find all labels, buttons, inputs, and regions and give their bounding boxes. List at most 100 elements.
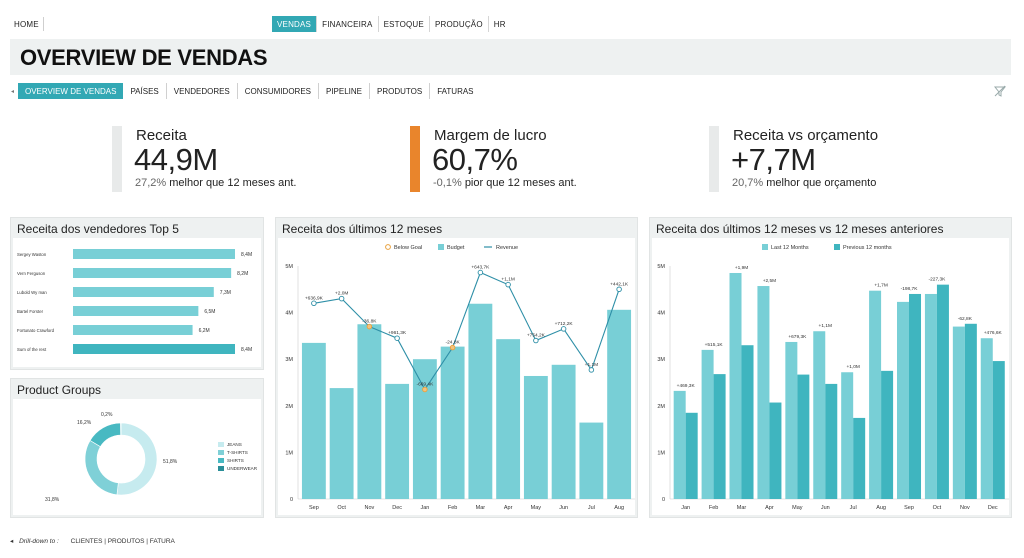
bar <box>73 268 232 278</box>
nav-item-financeira[interactable]: FINANCEIRA <box>317 16 379 32</box>
line-point <box>588 367 595 373</box>
nav-divider <box>43 17 44 31</box>
nav-item-estoque[interactable]: ESTOQUE <box>379 16 430 32</box>
data-label: +2,5M <box>763 278 776 284</box>
kpi-label: Receita <box>136 127 187 144</box>
drilldown-links[interactable]: CLIENTES | PRODUTOS | FATURA <box>70 538 175 545</box>
data-label: +1,9M <box>735 265 748 271</box>
legend-swatch <box>218 458 224 463</box>
bar-last-12-months <box>813 331 826 499</box>
bar-budget <box>357 324 382 499</box>
top-navigation: HOME VENDAS FINANCEIRA ESTOQUE PRODUÇÃO HR <box>0 16 1024 34</box>
panel-top5-sellers: Receita dos vendedores Top 5 Sergey Wast… <box>10 217 264 370</box>
x-tick-label: Mar <box>476 505 486 511</box>
bar-category-label: Fortunato Crawford <box>17 328 55 333</box>
tab-faturas[interactable]: FATURAS <box>437 87 474 96</box>
bar-last-12-months <box>897 301 910 499</box>
x-tick-label: Aug <box>614 505 624 511</box>
tab-países[interactable]: PAÍSES <box>123 83 167 99</box>
kpi-delta-text: melhor que 12 meses ant. <box>169 177 297 189</box>
kpi-note: 27,2% melhor que 12 meses ant. <box>135 177 296 189</box>
data-label: +469,3K <box>677 383 696 389</box>
y-tick-label: 5M <box>657 264 665 270</box>
panel-title: Receita dos últimos 12 meses <box>282 222 443 236</box>
panel-body: 0 1M 2M 3M 4M 5M Last 12 Months Previous 12 mon… <box>652 238 1009 515</box>
y-tick-label: 3M <box>285 357 293 363</box>
legend-label: UNDERWEAR <box>227 466 258 471</box>
bar-budget <box>329 388 354 499</box>
kpi-value: +7,7M <box>731 142 816 177</box>
kpi-revenue-vs-budget[interactable]: Receita vs orçamento +7,7M 20,7% melhor … <box>709 126 989 192</box>
sub-tabs: OVERVIEW DE VENDAS PAÍSES VENDEDORES CONSUM… <box>18 83 481 99</box>
bar-last-12-months <box>757 286 770 499</box>
drilldown-label: Drill-down to : <box>19 538 59 545</box>
bar-last-12-months <box>980 338 993 499</box>
bar-budget <box>579 422 604 499</box>
bar-budget <box>412 359 437 499</box>
data-label: +754,2K <box>527 333 546 339</box>
slice-label: 0,2% <box>101 412 113 418</box>
bar-previous-12-months <box>769 402 782 499</box>
nav-item-vendas[interactable]: VENDAS <box>272 16 318 32</box>
bar-category-label: Sum of the rest <box>17 347 47 352</box>
bar-previous-12-months <box>909 293 922 499</box>
slice-label: 51,8% <box>163 459 178 465</box>
y-tick-label: 0 <box>290 497 293 503</box>
line-point <box>505 281 511 288</box>
chart-last-12-months: 0 1M 2M 3M 4M 5M Below Goal Budget Revenue Sep Oct… <box>285 244 635 511</box>
data-label: +679,3K <box>788 334 807 340</box>
tab-consumidores[interactable]: CONSUMIDORES <box>238 83 319 99</box>
line-point <box>311 300 317 307</box>
bar-last-12-months <box>841 372 854 499</box>
data-label: -24,8K <box>446 340 461 346</box>
legend-label: JEANS <box>227 442 242 447</box>
x-tick-label: Nov <box>960 505 970 511</box>
pie-slice <box>84 440 119 496</box>
legend-label: SHIRTS <box>227 458 244 463</box>
data-label: +2,0M <box>335 291 348 297</box>
no-filter-icon[interactable] <box>993 84 1007 98</box>
x-tick-label: Jul <box>588 505 595 511</box>
x-tick-label: Sep <box>904 505 914 511</box>
nav-item-hr[interactable]: HR <box>493 20 506 29</box>
kpi-delta-text: pior que 12 meses ant. <box>464 177 577 189</box>
chart-product-groups: 51,8% 31,8% 16,2% 0,2% JEANS T-SHIRTS SHIRTS UN… <box>45 412 258 503</box>
data-label: +442,1K <box>610 281 629 287</box>
slice-label: 16,2% <box>77 420 92 426</box>
legend-swatch-budget <box>438 244 444 250</box>
bar-previous-12-months <box>964 323 977 499</box>
data-label: -36,8K <box>362 319 377 325</box>
tab-produtos[interactable]: PRODUTOS <box>370 83 431 99</box>
nav-item-produção[interactable]: PRODUÇÃO <box>430 16 489 32</box>
tab-vendedores[interactable]: VENDEDORES <box>167 83 238 99</box>
kpi-note: -0,1% pior que 12 meses ant. <box>433 177 577 189</box>
x-tick-label: Jan <box>420 505 429 511</box>
panel-compare-12-months: Receita dos últimos 12 meses vs 12 meses… <box>649 217 1012 518</box>
bar-previous-12-months <box>713 374 726 499</box>
legend-label: T-SHIRTS <box>227 450 248 455</box>
line-point <box>338 295 345 302</box>
data-label: -198,7K <box>901 286 919 292</box>
kpi-label: Receita vs orçamento <box>733 127 879 144</box>
sub-navigation: ◂ OVERVIEW DE VENDAS PAÍSES VENDEDORES CONS… <box>10 82 1011 102</box>
y-tick-label: 1M <box>285 450 293 456</box>
kpi-revenue[interactable]: Receita 44,9M 27,2% melhor que 12 meses … <box>112 126 392 192</box>
y-tick-label: 2M <box>657 404 665 410</box>
kpi-profit-margin[interactable]: Margem de lucro 60,7% -0,1% pior que 12 … <box>410 126 690 192</box>
nav-home[interactable]: HOME <box>14 20 39 29</box>
line-point <box>616 286 622 293</box>
bar-last-12-months <box>729 272 742 499</box>
legend-label: Revenue <box>496 245 518 251</box>
bar-last-12-months <box>701 349 714 499</box>
bar <box>73 249 235 259</box>
x-tick-label: Oct <box>933 505 942 511</box>
chart-top5-sellers: Sergey Waston 8,4M Vern Ferguson 8,2M Lubold… <box>17 249 252 354</box>
x-tick-label: Sep <box>309 505 319 511</box>
bar-previous-12-months <box>825 383 838 499</box>
legend-label: Below Goal <box>394 245 422 251</box>
data-label: -669,4K <box>416 381 434 387</box>
tab-pipeline[interactable]: PIPELINE <box>319 83 371 99</box>
bar <box>73 287 214 297</box>
data-label: -227,3K <box>929 277 947 283</box>
tab-overview-de-vendas[interactable]: OVERVIEW DE VENDAS <box>18 83 124 99</box>
